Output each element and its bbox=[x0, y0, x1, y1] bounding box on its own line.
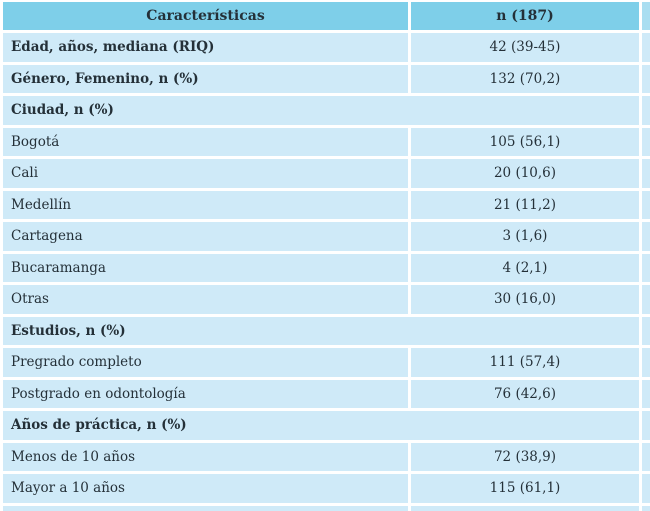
table-right-edge-sliver bbox=[642, 379, 650, 408]
row-value: 21 (11,2) bbox=[411, 190, 639, 219]
bottom-sliver-cell bbox=[3, 505, 408, 511]
column-header-n-total: n (187) bbox=[411, 2, 639, 30]
row-label: Menos de 10 años bbox=[3, 442, 408, 471]
table-right-edge-sliver bbox=[642, 222, 650, 251]
table-right-edge-sliver bbox=[642, 411, 650, 440]
row-value: 4 (2,1) bbox=[411, 253, 639, 282]
row-label: Edad, años, mediana (RIQ) bbox=[3, 33, 408, 62]
section-label: Estudios, n (%) bbox=[3, 316, 639, 345]
table-right-edge-sliver bbox=[642, 253, 650, 282]
row-label: Postgrado en odontología bbox=[3, 379, 408, 408]
row-value: 20 (10,6) bbox=[411, 159, 639, 188]
table-bottom-sliver-row bbox=[3, 505, 650, 511]
row-value: 72 (38,9) bbox=[411, 442, 639, 471]
row-value: 3 (1,6) bbox=[411, 222, 639, 251]
row-value: 132 (70,2) bbox=[411, 64, 639, 93]
table-section-row: Estudios, n (%) bbox=[3, 316, 650, 345]
row-label: Bucaramanga bbox=[3, 253, 408, 282]
row-label: Medellín bbox=[3, 190, 408, 219]
table-row: Postgrado en odontología 76 (42,6) bbox=[3, 379, 650, 408]
table-section-row: Años de práctica, n (%) bbox=[3, 411, 650, 440]
table-right-edge-sliver bbox=[642, 33, 650, 62]
table-row: Mayor a 10 años 115 (61,1) bbox=[3, 474, 650, 503]
table-right-edge-sliver bbox=[642, 159, 650, 188]
table-row: Bogotá 105 (56,1) bbox=[3, 127, 650, 156]
table-right-edge-sliver bbox=[642, 505, 650, 511]
table-right-edge-sliver bbox=[642, 442, 650, 471]
table-right-edge-sliver bbox=[642, 64, 650, 93]
section-label: Años de práctica, n (%) bbox=[3, 411, 639, 440]
row-label: Cali bbox=[3, 159, 408, 188]
table-row: Género, Femenino, n (%) 132 (70,2) bbox=[3, 64, 650, 93]
table-row: Otras 30 (16,0) bbox=[3, 285, 650, 314]
row-label: Género, Femenino, n (%) bbox=[3, 64, 408, 93]
row-label: Cartagena bbox=[3, 222, 408, 251]
table-right-edge-sliver bbox=[642, 96, 650, 125]
row-value: 115 (61,1) bbox=[411, 474, 639, 503]
table-right-edge-sliver bbox=[642, 316, 650, 345]
row-label: Pregrado completo bbox=[3, 348, 408, 377]
table-row: Cartagena 3 (1,6) bbox=[3, 222, 650, 251]
row-label: Mayor a 10 años bbox=[3, 474, 408, 503]
table-row: Menos de 10 años 72 (38,9) bbox=[3, 442, 650, 471]
row-value: 76 (42,6) bbox=[411, 379, 639, 408]
row-label: Bogotá bbox=[3, 127, 408, 156]
row-value: 30 (16,0) bbox=[411, 285, 639, 314]
section-label: Ciudad, n (%) bbox=[3, 96, 639, 125]
table-row: Medellín 21 (11,2) bbox=[3, 190, 650, 219]
table-header-row: Características n (187) bbox=[3, 2, 650, 30]
table-right-edge-sliver bbox=[642, 127, 650, 156]
table-row: Cali 20 (10,6) bbox=[3, 159, 650, 188]
table-section-row: Ciudad, n (%) bbox=[3, 96, 650, 125]
row-label: Otras bbox=[3, 285, 408, 314]
table-row: Edad, años, mediana (RIQ) 42 (39-45) bbox=[3, 33, 650, 62]
table-right-edge-sliver bbox=[642, 474, 650, 503]
row-value: 111 (57,4) bbox=[411, 348, 639, 377]
row-value: 105 (56,1) bbox=[411, 127, 639, 156]
table-right-edge-sliver bbox=[642, 285, 650, 314]
table-right-edge-sliver bbox=[642, 348, 650, 377]
table-right-edge-sliver bbox=[642, 2, 650, 30]
table-row: Bucaramanga 4 (2,1) bbox=[3, 253, 650, 282]
column-header-caracteristicas: Características bbox=[3, 2, 408, 30]
row-value: 42 (39-45) bbox=[411, 33, 639, 62]
table-right-edge-sliver bbox=[642, 190, 650, 219]
bottom-sliver-cell bbox=[411, 505, 639, 511]
table-row: Pregrado completo 111 (57,4) bbox=[3, 348, 650, 377]
